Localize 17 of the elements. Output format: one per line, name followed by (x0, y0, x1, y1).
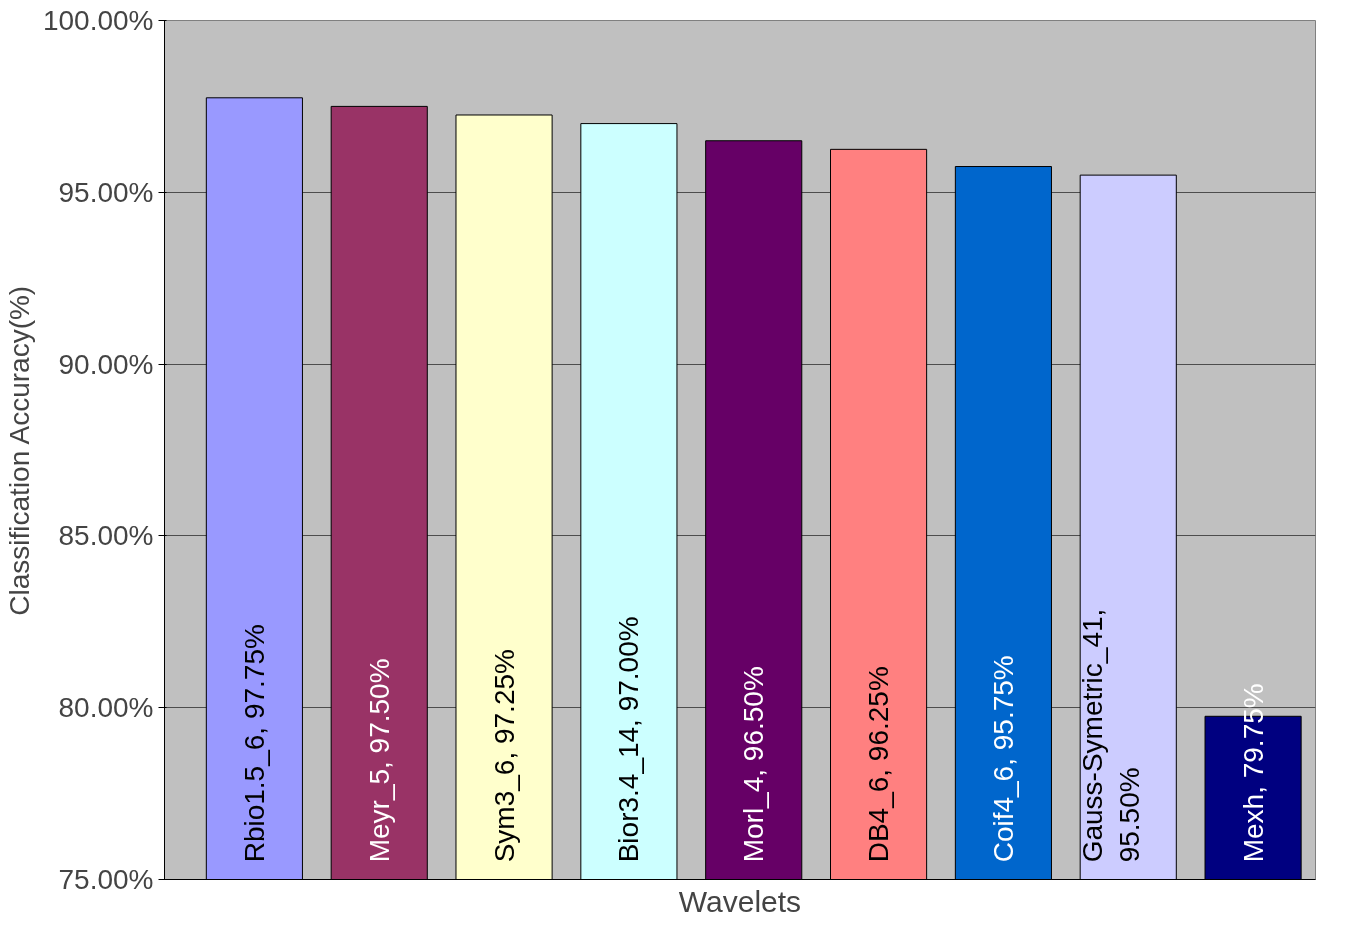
data-label: Coif4_6, 95.75% (987, 655, 1019, 863)
data-label: Gauss-Symetric_41, 95.50% (1076, 608, 1145, 863)
y-tick-label: 100.00% (42, 5, 154, 36)
data-label: Mexh, 79.75% (1237, 683, 1269, 863)
data-label: Bior3.4_14, 97.00% (613, 616, 645, 863)
data-label: Rbio1.5_6, 97.75% (238, 624, 270, 863)
y-tick-label: 75.00% (58, 864, 154, 895)
data-label: Morl_4, 96.50% (738, 666, 770, 863)
y-tick-label: 90.00% (58, 348, 154, 380)
data-label: Meyr_5, 97.50% (363, 658, 395, 863)
y-tick-label: 80.00% (58, 692, 154, 724)
y-axis-title: Classification Accuracy(%) (3, 285, 35, 616)
data-label: Sym3_6, 97.25% (488, 649, 520, 863)
data-label: DB4_6, 96.25% (863, 666, 895, 863)
y-tick-label: 85.00% (58, 520, 154, 552)
x-axis-title: Wavelets (678, 884, 802, 918)
y-tick-label: 95.00% (58, 176, 154, 208)
